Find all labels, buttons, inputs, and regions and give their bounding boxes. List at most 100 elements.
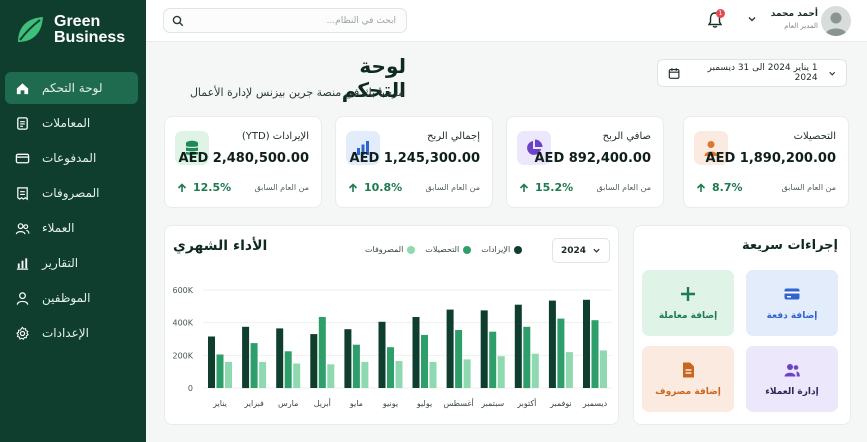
bar-collections[interactable] [557,318,565,388]
bar-revenue[interactable] [583,299,590,388]
quick-actions-title: إجراءات سريعة [741,238,838,253]
bar-expenses[interactable] [259,361,267,388]
x-tick-label: أبريل [314,398,331,408]
page-title: لوحة التحكم [341,54,406,102]
bar-chart-icon [16,257,29,270]
kpi-value: AED 1,245,300.00 [349,151,480,166]
bar-collections[interactable] [352,344,360,388]
bar-revenue[interactable] [514,304,522,388]
avatar[interactable] [821,6,851,36]
bar-revenue[interactable] [378,321,386,388]
sidebar-item-settings[interactable]: الإعدادات [5,317,138,349]
bar-expenses[interactable] [293,363,301,389]
employees-icon [16,291,29,305]
kpi-value: AED 2,480,500.00 [178,151,309,166]
bar-collections[interactable] [455,330,463,388]
bar-collections[interactable] [387,347,394,388]
legend-item-revenue[interactable]: الإيرادات [481,245,523,254]
bar-collections[interactable] [421,334,428,388]
brand-logo[interactable]: Green Business [14,14,125,46]
manage-customers-button[interactable]: إدارة العملاء [746,346,838,412]
plus-icon [681,287,695,301]
bar-revenue[interactable] [310,334,318,388]
kpi-value: AED 892,400.00 [534,151,652,166]
date-range-picker[interactable]: 1 يناير 2024 الى 31 ديسمبر 2024 [657,59,847,87]
bar-revenue[interactable] [242,326,250,389]
add-payment-button[interactable]: إضافة دفعة [746,270,838,336]
date-range-label: 1 يناير 2024 الى 31 ديسمبر 2024 [707,63,818,83]
search-box[interactable] [163,8,407,33]
bar-revenue[interactable] [412,317,420,388]
x-tick-label: ديسمبر [582,399,608,408]
bar-expenses[interactable] [225,361,232,388]
chart-title: الأداء الشهري [173,238,268,254]
bar-expenses[interactable] [531,353,539,388]
kpi-label: التحصيلات [793,131,836,142]
bar-collections[interactable] [489,331,497,388]
legend-label: الإيرادات [481,245,511,254]
user-name: أحمد محمد [770,9,818,19]
bar-revenue[interactable] [208,336,215,389]
add-expense-button[interactable]: إضافة مصروف [642,346,734,412]
sidebar-item-customers[interactable]: العملاء [5,212,138,244]
y-tick-label: 0 [188,384,193,393]
person-icon [704,141,718,156]
sidebar-item-reports[interactable]: التقارير [5,247,138,279]
notification-badge: 1 [716,9,725,18]
bar-expenses[interactable] [327,364,335,388]
sidebar-item-label: المصروفات [42,186,100,200]
sidebar-item-label: المدفوعات [42,151,97,165]
bar-expenses[interactable] [497,356,505,388]
legend-item-collections[interactable]: التحصيلات [425,245,472,254]
kpi-note: من العام السابق [596,183,651,192]
chevron-down-icon[interactable] [747,14,757,24]
sidebar-item-payments[interactable]: المدفوعات [5,142,138,174]
bar-expenses[interactable] [429,361,437,388]
kpi-trend: 12.5% [177,181,231,194]
bar-revenue[interactable] [276,328,284,388]
sidebar-item-employees[interactable]: الموظفين [5,282,138,314]
legend-dot [514,245,523,254]
kpi-trend: 10.8% [348,181,402,194]
bar-collections[interactable] [591,320,599,388]
bar-expenses[interactable] [361,361,369,388]
kpi-card-net-profit[interactable]: صافي الربح AED 892,400.00 15.2% من العام… [506,116,664,208]
bar-expenses[interactable] [395,361,403,388]
chevron-down-icon [593,248,600,253]
search-icon[interactable] [172,15,184,27]
kpi-card-revenue[interactable]: الإيرادات (YTD) AED 2,480,500.00 12.5% م… [164,116,322,208]
bar-collections[interactable] [318,317,326,388]
bar-collections[interactable] [216,354,224,389]
kpi-label: الإيرادات (YTD) [241,131,309,142]
receipt-icon [683,362,694,378]
sidebar-item-dashboard[interactable]: لوحة التحكم [5,72,138,104]
year-select[interactable]: 2024 [552,238,610,263]
kpi-change: 8.7% [712,181,743,194]
kpi-card-gross-profit[interactable]: إجمالي الربح AED 1,245,300.00 10.8% من ا… [335,116,493,208]
bar-revenue[interactable] [548,300,556,388]
top-header: 1 أحمد محمد المدير العام [146,0,867,42]
sidebar-item-expenses[interactable]: المصروفات [5,177,138,209]
bar-expenses[interactable] [600,350,607,388]
coins-icon [185,140,199,155]
bar-collections[interactable] [250,343,258,388]
kpi-card-collections[interactable]: التحصيلات AED 1,890,200.00 8.7% من العام… [683,116,849,208]
y-tick-label: 600K [172,286,193,295]
search-input[interactable] [192,12,396,29]
bar-revenue[interactable] [446,309,454,388]
add-transaction-button[interactable]: إضافة معاملة [642,270,734,336]
sidebar-item-transactions[interactable]: المعاملات [5,107,138,139]
quick-actions-card: إجراءات سريعة إضافة دفعة إضافة معاملة إد… [633,225,851,425]
legend-item-expenses[interactable]: المصروفات [365,245,416,254]
bar-expenses[interactable] [565,352,573,388]
bar-revenue[interactable] [344,329,352,388]
legend-dot [407,245,416,254]
bar-expenses[interactable] [463,359,471,388]
document-icon [17,116,28,130]
user-info[interactable]: أحمد محمد المدير العام [764,9,818,30]
bar-revenue[interactable] [480,310,488,388]
bar-collections[interactable] [284,351,292,389]
sidebar-item-label: المعاملات [42,116,91,130]
y-tick-label: 200K [172,351,193,360]
bar-collections[interactable] [523,326,531,389]
